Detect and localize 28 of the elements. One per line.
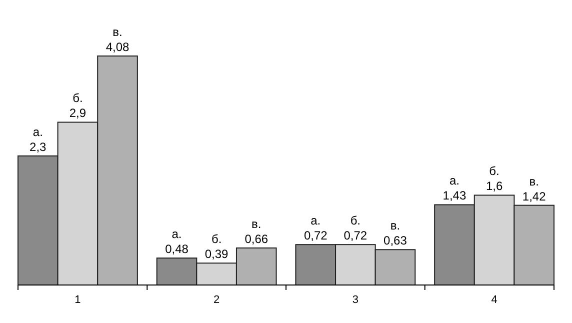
- text: а.: [172, 227, 182, 242]
- x-tick-label: 4: [491, 294, 498, 306]
- text: б.: [489, 164, 500, 178]
- data-label: 0,48: [165, 242, 189, 256]
- x-tick-label: 1: [74, 294, 81, 306]
- text: а.: [310, 214, 321, 228]
- x-tick-label: 3: [352, 294, 358, 306]
- series-label: б.: [72, 91, 83, 106]
- text: в.: [252, 216, 262, 231]
- text: а.: [449, 174, 460, 188]
- data-label: 0,63: [384, 234, 408, 248]
- data-label: 1,42: [522, 189, 546, 204]
- series-label: а.: [32, 124, 43, 139]
- data-label: 0,66: [244, 232, 268, 246]
- data-label: 1,6: [486, 179, 503, 194]
- text: в.: [529, 174, 539, 188]
- x-tick-label: 2: [214, 294, 220, 306]
- text: б.: [211, 232, 222, 246]
- data-label: 0,72: [304, 228, 328, 243]
- data-label: 2,3: [30, 140, 47, 154]
- data-label: 0,39: [204, 247, 229, 262]
- data-label: 0,72: [344, 228, 368, 243]
- data-label: 4,08: [106, 40, 130, 54]
- data-label: 2,9: [69, 106, 86, 120]
- text: б.: [350, 214, 361, 228]
- series-label: в.: [112, 25, 122, 39]
- data-label: 1,43: [442, 188, 466, 203]
- text: в.: [390, 218, 400, 233]
